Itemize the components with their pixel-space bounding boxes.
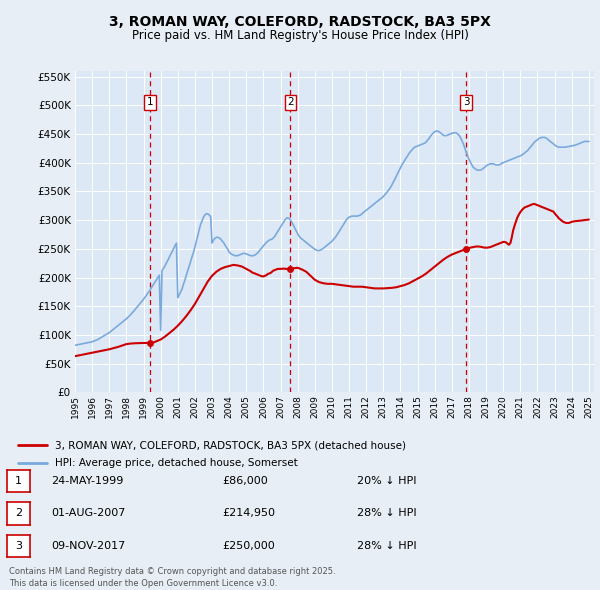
Text: 3, ROMAN WAY, COLEFORD, RADSTOCK, BA3 5PX (detached house): 3, ROMAN WAY, COLEFORD, RADSTOCK, BA3 5P… [55,440,406,450]
Text: 24-MAY-1999: 24-MAY-1999 [51,476,124,486]
Text: £250,000: £250,000 [222,541,275,550]
Text: 28% ↓ HPI: 28% ↓ HPI [357,509,416,518]
Text: HPI: Average price, detached house, Somerset: HPI: Average price, detached house, Some… [55,458,298,468]
Text: 2: 2 [287,97,294,107]
Text: Price paid vs. HM Land Registry's House Price Index (HPI): Price paid vs. HM Land Registry's House … [131,30,469,42]
Text: 01-AUG-2007: 01-AUG-2007 [51,509,125,518]
Text: £86,000: £86,000 [222,476,268,486]
Text: Contains HM Land Registry data © Crown copyright and database right 2025.
This d: Contains HM Land Registry data © Crown c… [9,567,335,588]
Text: 09-NOV-2017: 09-NOV-2017 [51,541,125,550]
Text: 3: 3 [463,97,470,107]
Text: 2: 2 [15,509,22,518]
Text: 28% ↓ HPI: 28% ↓ HPI [357,541,416,550]
Text: 3, ROMAN WAY, COLEFORD, RADSTOCK, BA3 5PX: 3, ROMAN WAY, COLEFORD, RADSTOCK, BA3 5P… [109,15,491,29]
Text: 20% ↓ HPI: 20% ↓ HPI [357,476,416,486]
Text: £214,950: £214,950 [222,509,275,518]
Text: 1: 1 [15,476,22,486]
Text: 3: 3 [15,541,22,550]
Text: 1: 1 [147,97,154,107]
